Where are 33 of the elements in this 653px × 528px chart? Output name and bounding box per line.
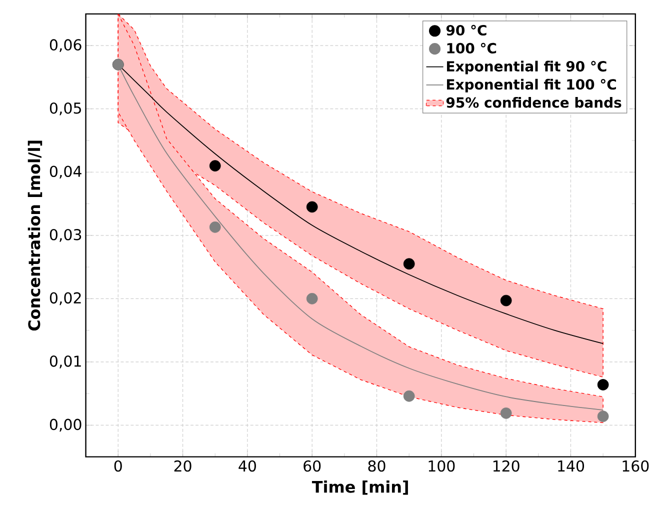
y-tick-label: 0,03 [50,229,82,242]
x-tick-label: 60 [304,460,321,472]
x-tick-label: 120 [493,460,520,472]
y-tick-label: 0,05 [50,102,81,116]
y-tick-label: 0,02 [50,292,81,306]
x-tick-label: 20 [174,460,192,472]
point [597,379,609,391]
y-tick-label: 0,04 [50,166,82,179]
x-tick-label: 140 [558,460,584,472]
point [403,390,415,402]
legend-label: 95% confidence bands [446,97,622,108]
point [209,160,221,172]
x-tick-label: 40 [238,460,256,472]
x-tick-label: 80 [368,460,386,472]
legend-label: 100 °C [447,43,496,54]
y-tick-label: 0,00 [50,418,82,432]
point [403,258,415,270]
point [209,222,221,234]
x-axis-title: Time [min] [312,480,408,495]
legend-label: Exponential fit 90 °C [447,60,606,74]
x-tick-label: 100 [428,460,455,472]
point [500,295,512,306]
y-axis-title: Concentration [mol/l] [28,140,42,331]
legend-label: Exponential fit 100 °C [447,79,616,93]
y-tick-label: 0,01 [50,356,81,369]
point [306,201,318,213]
x-tick-label: 160 [622,460,649,472]
point [500,408,512,420]
y-tick-label: 0,06 [50,39,82,52]
point [597,410,609,422]
point [306,293,318,305]
legend-label: 90 °C [446,25,486,36]
x-tick-label: 0 [114,460,122,472]
